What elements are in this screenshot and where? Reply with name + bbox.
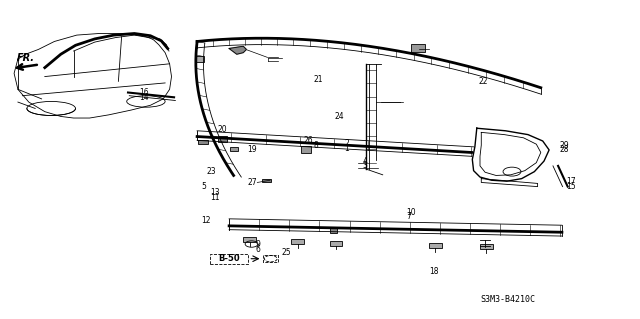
Text: 7: 7 <box>406 212 412 221</box>
Text: 26: 26 <box>304 137 314 145</box>
Text: 10: 10 <box>406 208 416 217</box>
Text: 13: 13 <box>210 189 220 197</box>
Text: 29: 29 <box>560 141 570 150</box>
Text: 23: 23 <box>206 167 216 176</box>
Bar <box>480 244 493 249</box>
Bar <box>230 147 238 151</box>
Text: 19: 19 <box>248 145 257 154</box>
Bar <box>429 243 442 248</box>
Text: 2: 2 <box>344 139 349 148</box>
Bar <box>330 241 342 246</box>
Bar <box>301 146 311 153</box>
Text: FR.: FR. <box>17 53 35 63</box>
Text: 8: 8 <box>314 141 318 150</box>
Bar <box>262 179 271 182</box>
Text: 4: 4 <box>363 157 368 166</box>
Bar <box>198 140 208 144</box>
Bar <box>411 44 425 52</box>
Text: 15: 15 <box>566 182 576 191</box>
Text: 22: 22 <box>479 77 488 86</box>
Bar <box>243 237 256 242</box>
Text: 24: 24 <box>334 112 344 121</box>
Bar <box>291 239 304 244</box>
Text: 5: 5 <box>202 182 207 191</box>
Text: 27: 27 <box>248 178 257 187</box>
Polygon shape <box>472 128 549 181</box>
Text: 18: 18 <box>429 267 438 276</box>
Text: S3M3-B4210C: S3M3-B4210C <box>480 295 535 304</box>
Text: 21: 21 <box>314 75 323 84</box>
Text: 6: 6 <box>256 245 261 254</box>
Text: 3: 3 <box>363 161 368 170</box>
Bar <box>195 56 204 62</box>
Bar <box>218 136 227 142</box>
Text: 28: 28 <box>560 145 570 154</box>
Bar <box>330 228 337 233</box>
Polygon shape <box>229 46 246 54</box>
Text: 14: 14 <box>140 93 149 102</box>
Text: 16: 16 <box>140 88 149 97</box>
Text: 20: 20 <box>218 125 227 134</box>
Text: 17: 17 <box>566 177 576 186</box>
Text: 25: 25 <box>282 248 291 256</box>
Text: 1: 1 <box>344 144 349 153</box>
Text: 11: 11 <box>210 193 220 202</box>
Text: B-50: B-50 <box>218 254 240 263</box>
Text: 9: 9 <box>256 241 261 249</box>
Text: 12: 12 <box>202 216 211 225</box>
